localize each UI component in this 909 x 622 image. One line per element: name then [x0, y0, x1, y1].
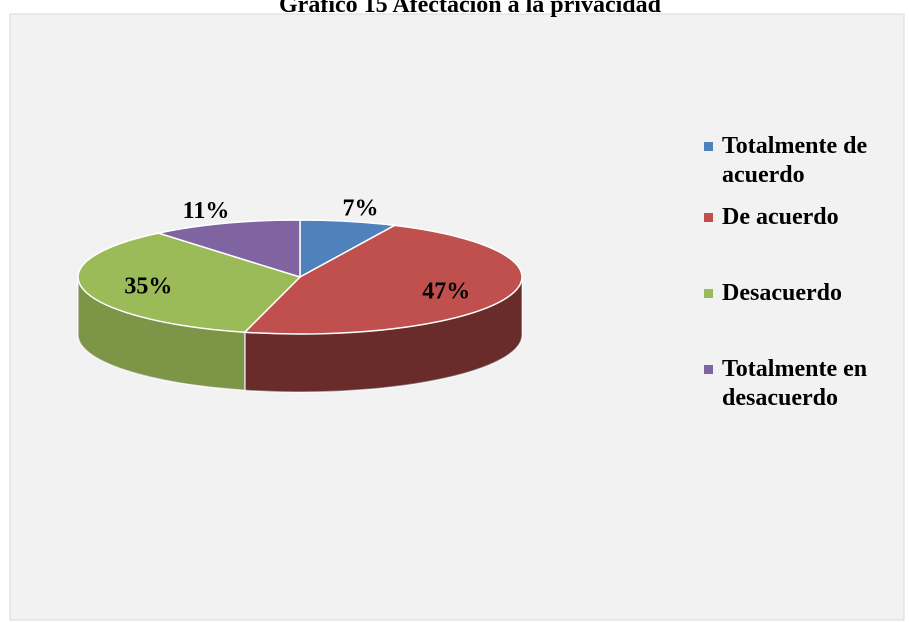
pie-side-shade [78, 277, 245, 391]
legend-swatch [704, 213, 713, 222]
legend-item: Totalmente en desacuerdo [704, 355, 894, 413]
pie-side-shade [244, 277, 523, 392]
data-label: 47% [422, 279, 470, 305]
data-label: 11% [183, 198, 230, 224]
legend-label: Desacuerdo [722, 280, 842, 306]
data-label: 7% [343, 195, 379, 221]
legend-item: Desacuerdo [704, 279, 894, 308]
legend-item: Totalmente de acuerdo [704, 132, 894, 190]
legend-label: Totalmente de acuerdo [722, 133, 868, 188]
legend-item: De acuerdo [704, 203, 894, 232]
chart-title: Gráfico 15 Afectación a la privacidad [279, 0, 662, 18]
legend: Totalmente de acuerdo De acuerdo Desacuerd… [704, 132, 894, 413]
legend-swatch [704, 289, 713, 298]
legend-swatch [704, 365, 713, 374]
legend-label: De acuerdo [722, 204, 839, 230]
legend-label: Totalmente en desacuerdo [722, 356, 868, 411]
data-label: 35% [124, 274, 172, 300]
pie-slice [243, 224, 523, 335]
pie-slice [155, 219, 301, 279]
legend-swatch [704, 142, 713, 151]
pie-slice [77, 232, 302, 333]
